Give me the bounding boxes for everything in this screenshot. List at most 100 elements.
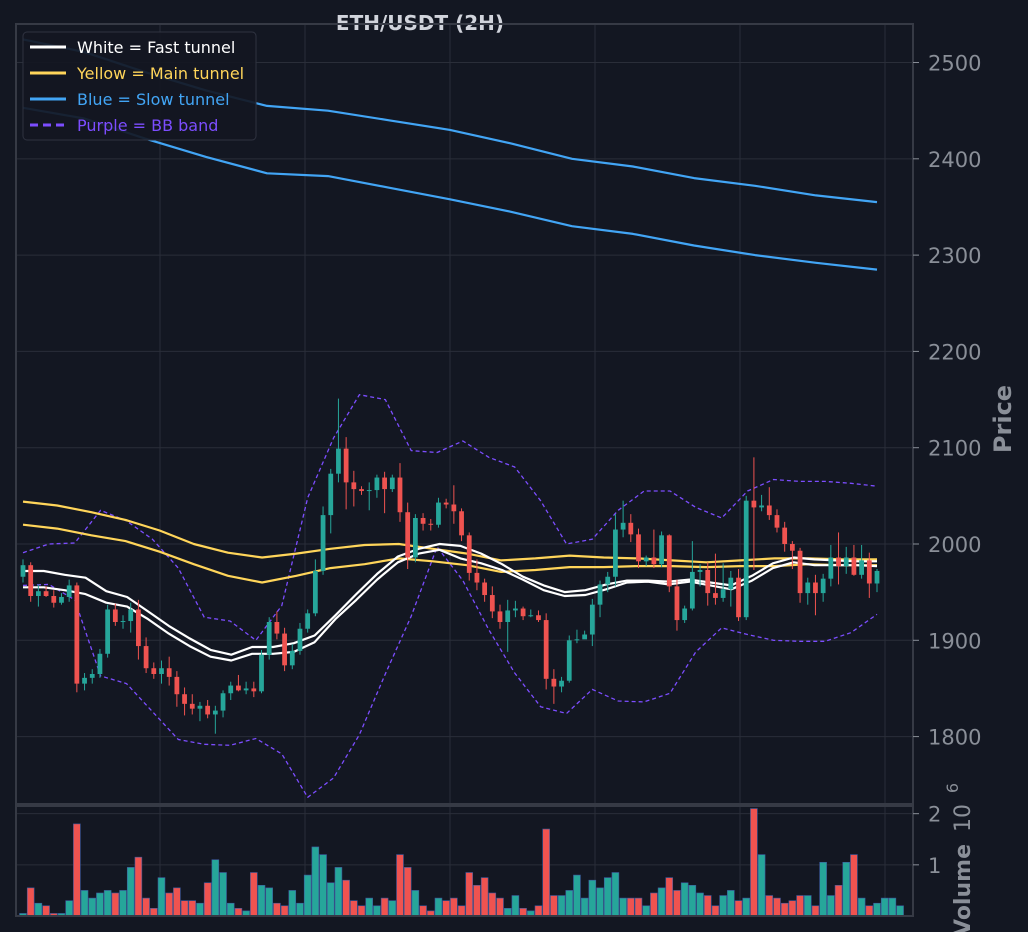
volume-bar	[442, 900, 450, 917]
volume-bar	[534, 905, 543, 917]
candle-body	[289, 650, 295, 666]
volume-bar	[734, 900, 743, 917]
legend-box	[22, 31, 257, 141]
volume-bar	[565, 890, 574, 917]
volume-bar	[103, 890, 112, 917]
volume-bar	[727, 890, 735, 917]
volume-bar	[488, 892, 497, 917]
volume-panel-frame	[15, 805, 914, 917]
volume-bar	[326, 882, 335, 917]
volume-bar	[742, 897, 750, 917]
price-tick-label: 2300	[928, 244, 981, 268]
volume-bar	[34, 902, 43, 917]
candle-body	[582, 634, 588, 640]
candle-body	[374, 477, 380, 491]
volume-bar	[703, 895, 712, 917]
volume-bar	[288, 890, 297, 917]
volume-bar	[173, 887, 181, 917]
volume-bar	[503, 908, 512, 917]
candle-body	[359, 489, 364, 492]
price-tick-label: 2500	[928, 52, 981, 76]
volume-bar	[857, 897, 866, 917]
candle-body	[112, 609, 118, 622]
candle-body	[666, 535, 672, 587]
volume-bar	[319, 854, 327, 917]
candle-body	[728, 577, 734, 590]
volume-bar	[650, 892, 658, 917]
candle-body	[236, 685, 241, 691]
candle-body	[259, 654, 264, 692]
candle-body	[643, 557, 649, 562]
volume-bar	[42, 905, 50, 917]
price-tick-label: 1800	[928, 726, 981, 750]
candle-body	[351, 482, 357, 490]
volume-bar	[480, 877, 489, 917]
candle-body	[520, 608, 526, 617]
candle-body	[674, 586, 680, 621]
candle-body	[589, 604, 595, 635]
candle-body	[159, 668, 164, 674]
fast-tunnel-lower	[23, 548, 878, 662]
candle-body	[597, 584, 603, 605]
bb-band-lower	[22, 546, 878, 798]
volume-bar	[511, 895, 520, 917]
candle-body	[613, 529, 618, 577]
volume-bar	[550, 895, 558, 917]
candle-body	[536, 615, 541, 621]
candle-body	[28, 565, 34, 596]
candle-body	[120, 621, 126, 623]
volume-bar	[134, 856, 143, 917]
volume-bar	[811, 905, 820, 917]
candle-body	[751, 500, 757, 508]
candle-body	[336, 448, 341, 474]
volume-bar	[665, 877, 674, 917]
candle-body	[320, 515, 326, 571]
volume-bar	[788, 900, 797, 917]
candle-body	[397, 477, 403, 513]
volume-bar	[126, 867, 135, 917]
volume-bar	[311, 846, 320, 917]
volume-bar	[465, 872, 473, 917]
volume-bar	[350, 900, 358, 917]
series-layer	[22, 38, 878, 798]
candle-body	[343, 448, 349, 483]
legend: White = Fast tunnel Yellow = Main tunnel…	[22, 31, 257, 141]
price-panel-frame	[15, 23, 914, 805]
volume-bar	[380, 897, 389, 917]
price-tick-label: 1900	[928, 629, 981, 653]
candle-body	[774, 515, 780, 528]
volume-bar	[150, 908, 158, 917]
volume-bar	[850, 854, 858, 917]
candle-body	[228, 685, 234, 694]
candle-body	[789, 544, 795, 551]
volume-bar	[827, 895, 835, 917]
price-tick-label: 2000	[928, 533, 981, 557]
candle-body	[543, 620, 549, 679]
volume-bar	[880, 897, 889, 917]
volume-bar	[842, 861, 850, 917]
price-axis-ticks: 1800 1900 2000 2100 2200 2300 2400 2500	[913, 52, 981, 750]
candle-body	[720, 589, 726, 598]
volume-bar	[865, 905, 874, 917]
price-tick-label: 2200	[928, 340, 981, 364]
volume-bar	[634, 897, 643, 917]
volume-axis-ticks: 12	[913, 803, 941, 878]
candle-body	[620, 522, 626, 530]
candle-body	[166, 668, 172, 677]
volume-bar	[673, 890, 681, 917]
candle-body	[212, 710, 218, 715]
volume-bar	[373, 905, 381, 917]
candle-body	[736, 577, 741, 618]
candle-body	[382, 477, 387, 490]
price-grid	[16, 24, 913, 804]
volume-bar	[396, 854, 404, 917]
volume-bar	[388, 900, 397, 917]
volume-bar	[896, 905, 904, 917]
candle-body	[451, 504, 457, 512]
candle-body	[766, 505, 772, 516]
volume-bar	[719, 895, 727, 917]
volume-exponent-label: 10	[951, 804, 976, 832]
volume-bar	[627, 897, 635, 917]
volume-bar	[265, 887, 273, 917]
candle-body	[51, 596, 57, 603]
